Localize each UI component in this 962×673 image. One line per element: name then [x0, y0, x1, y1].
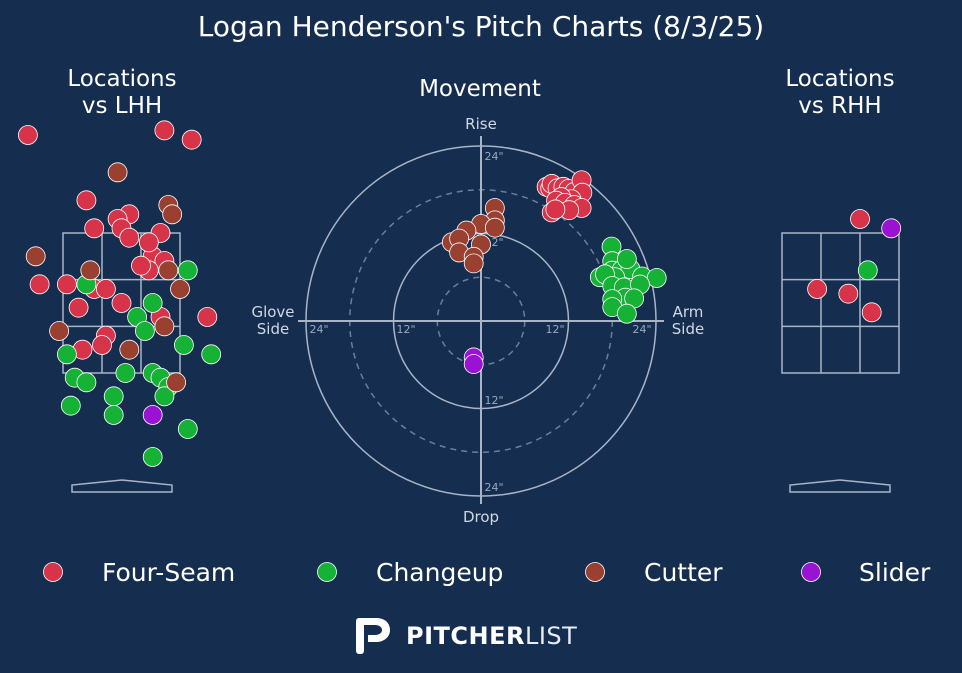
lhh-pitch-changeup — [173, 335, 194, 355]
lhh-pitch-changeup — [103, 386, 124, 407]
ring-label-24-top: 24" — [484, 150, 503, 163]
movement-label-arm-side: Side — [672, 320, 704, 338]
movement-pitch-cutter — [484, 217, 505, 238]
legend-marker-slider — [801, 562, 821, 582]
lhh-pitch-four-seam — [119, 227, 140, 248]
lhh-pitch-four-seam — [197, 307, 218, 327]
lhh-pitch-changeup — [201, 344, 222, 365]
lhh-pitch-changeup — [76, 372, 97, 393]
lhh-pitch-changeup — [103, 405, 124, 425]
lhh-pitch-cutter — [119, 339, 140, 360]
lhh-pitch-four-seam — [68, 297, 89, 318]
movement-pitch-four-seam — [545, 199, 566, 220]
legend-label-four-seam: Four-Seam — [102, 558, 236, 587]
movement-pitch-changeup — [646, 268, 667, 288]
legend-marker-cutter — [585, 562, 605, 582]
lhh-pitch-changeup — [177, 419, 198, 439]
movement-pitch-changeup — [616, 249, 637, 269]
lhh-pitch-changeup — [154, 386, 175, 407]
legend-marker-four-seam — [43, 562, 63, 582]
lhh-pitch-changeup — [142, 293, 163, 313]
lhh-pitch-cutter — [154, 316, 175, 337]
ring-label-12-bottom: 12" — [484, 394, 503, 407]
movement-label-glove: Glove — [251, 303, 294, 321]
movement-label-rise: Rise — [465, 115, 497, 133]
lhh-pitch-changeup — [60, 395, 81, 416]
ring-label-24-bottom: 24" — [484, 481, 503, 494]
ring-label-24-left: 24" — [309, 323, 328, 336]
movement-label-drop: Drop — [463, 508, 499, 526]
movement-label-arm: Arm — [673, 303, 704, 321]
movement-label-glove-side: Side — [257, 320, 289, 338]
lhh-pitch-four-seam — [131, 255, 151, 276]
rhh-pitch-four-seam — [850, 209, 870, 229]
lhh-pitch-cutter — [162, 204, 183, 225]
lhh-pitch-changeup — [134, 321, 155, 341]
legend-label-slider: Slider — [859, 558, 931, 587]
lhh-pitch-four-seam — [29, 274, 50, 295]
lhh-pitch-changeup — [142, 447, 163, 467]
pitcherlist-wordmark: PITCHERLIST — [406, 622, 578, 650]
lhh-pitch-cutter — [170, 279, 190, 299]
rhh-pitch-slider — [881, 218, 902, 239]
lhh-pitch-four-seam — [57, 274, 77, 295]
lhh-pitch-cutter — [107, 162, 128, 183]
lhh-pitch-cutter — [49, 321, 69, 341]
lhh-pitch-four-seam — [84, 218, 105, 239]
rhh-pitch-changeup — [857, 260, 878, 281]
lhh-pitch-four-seam — [76, 190, 97, 211]
rhh-pitch-four-seam — [807, 279, 827, 299]
movement-pitch-changeup — [616, 303, 637, 324]
lhh-pitch-changeup — [177, 260, 198, 281]
lhh-pitch-four-seam — [138, 232, 159, 253]
movement-pitch-cutter — [463, 253, 484, 274]
lhh-pitch-four-seam — [154, 120, 175, 141]
pitcherlist-mark-icon — [356, 618, 390, 654]
legend-marker-changeup — [317, 562, 337, 582]
ring-label-12-left: 12" — [396, 323, 415, 336]
lhh-pitch-four-seam — [181, 129, 202, 150]
lhh-pitch-cutter — [80, 260, 101, 281]
lhh-pitch-changeup — [115, 363, 136, 383]
lhh-pitch-cutter — [166, 372, 187, 393]
rhh-home-plate — [789, 479, 891, 493]
lhh-pitch-four-seam — [96, 279, 116, 299]
lhh-pitch-cutter — [25, 246, 46, 267]
rhh-strike-zone — [781, 232, 900, 374]
lhh-panel-title: Locations vs LHH — [67, 66, 177, 119]
movement-pitch-slider — [463, 354, 484, 374]
rhh-pitch-four-seam — [861, 302, 882, 323]
chart-title: Logan Henderson's Pitch Charts (8/3/25) — [197, 10, 765, 43]
lhh-pitch-cutter — [158, 260, 179, 281]
ring-label-24-right: 24" — [632, 323, 651, 336]
legend-label-cutter: Cutter — [644, 558, 723, 587]
lhh-pitch-four-seam — [17, 125, 38, 145]
legend-label-changeup: Changeup — [376, 558, 504, 587]
movement-panel-title: Movement — [419, 76, 541, 102]
lhh-pitch-four-seam — [92, 335, 112, 355]
lhh-pitch-slider — [142, 405, 163, 425]
lhh-home-plate — [71, 479, 173, 493]
lhh-pitch-four-seam — [111, 293, 132, 313]
ring-label-12-right: 12" — [545, 323, 564, 336]
rhh-panel-title: Locations vs RHH — [785, 66, 895, 119]
lhh-pitch-changeup — [57, 344, 77, 365]
pitcherlist-logo: PITCHERLIST — [354, 612, 594, 656]
rhh-pitch-four-seam — [838, 283, 859, 304]
